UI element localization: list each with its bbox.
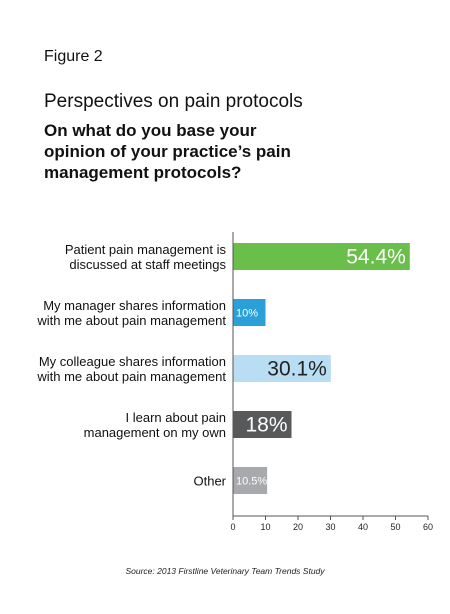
category-label: with me about pain management [36,313,226,328]
x-tick-label: 30 [325,522,335,532]
category-label: discussed at staff meetings [69,257,226,272]
category-label: Patient pain management is [65,242,227,257]
data-label: 30.1% [267,358,327,381]
chart-question: On what do you base your opinion of your… [44,120,291,183]
chart-title: Perspectives on pain protocols [44,91,303,112]
category-label: management on my own [84,425,226,440]
bar [233,355,331,382]
bar [233,243,410,270]
category-label: My manager shares information [43,298,226,313]
x-tick-label: 50 [390,522,400,532]
data-label: 10% [236,308,258,320]
category-label: Other [193,474,226,489]
source-note: Source: 2013 Firstline Veterinary Team T… [125,566,325,576]
figure-label: Figure 2 [44,48,103,65]
question-line: On what do you base your [44,121,257,140]
bar [233,299,266,326]
bar [233,467,268,494]
x-tick-label: 10 [260,522,270,532]
x-tick-label: 60 [423,522,433,532]
x-tick-label: 20 [293,522,303,532]
data-label: 10.5% [236,476,267,488]
category-label: My colleague shares information [39,354,226,369]
question-line: management protocols? [44,163,242,182]
data-label: 54.4% [346,246,406,269]
category-label: with me about pain management [36,369,226,384]
x-tick-label: 0 [230,522,235,532]
question-line: opinion of your practice’s pain [44,142,291,161]
category-label: I learn about pain [126,410,226,425]
bar [233,411,292,438]
data-label: 18% [245,414,287,437]
x-tick-label: 40 [358,522,368,532]
